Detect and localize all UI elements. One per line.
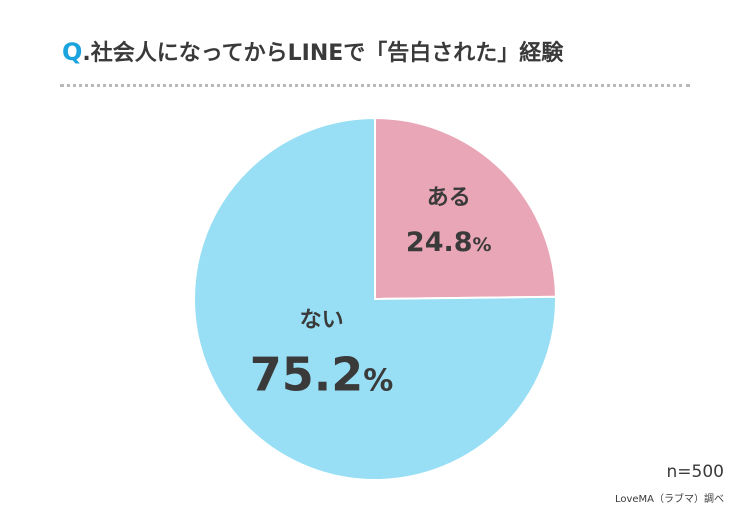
title-divider <box>60 84 690 87</box>
slice-label-yes: ある <box>427 185 471 210</box>
pie-slice-yes <box>374 116 557 301</box>
title-text: .社会人になってからLINEで「告白された」経験 <box>82 41 564 66</box>
pie-labels: ある 24.8% ない 75.2% <box>250 185 492 401</box>
slice-value-no: 75.2% <box>250 348 394 402</box>
chart-title: Q.社会人になってからLINEで「告白された」経験 <box>62 35 563 75</box>
source-note: LoveMA（ラブマ）調べ <box>614 494 724 505</box>
title-prefix: Q <box>62 38 83 66</box>
sample-size: n=500 <box>666 462 724 482</box>
pie-slices <box>193 116 557 481</box>
slice-label-no: ない <box>300 308 344 333</box>
pie-slice-no <box>193 116 557 481</box>
slice-value-yes: 24.8% <box>406 227 492 258</box>
